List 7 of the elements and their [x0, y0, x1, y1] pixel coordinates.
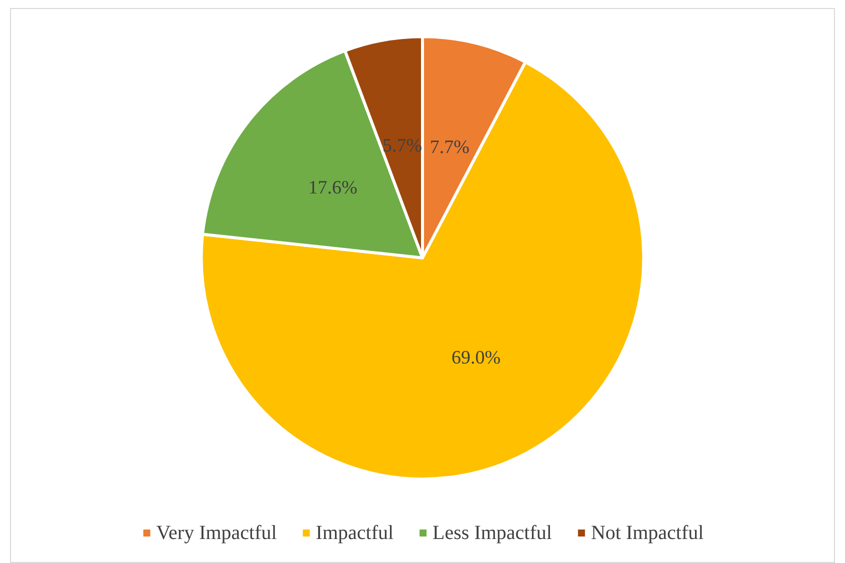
legend-label: Less Impactful [432, 522, 552, 544]
data-label: 17.6% [308, 178, 358, 199]
data-label: 69.0% [451, 348, 501, 369]
legend-label: Impactful [316, 522, 394, 544]
legend-label: Very Impactful [156, 522, 278, 544]
legend-label: Not Impactful [590, 522, 704, 544]
data-label: 7.7% [430, 137, 470, 158]
